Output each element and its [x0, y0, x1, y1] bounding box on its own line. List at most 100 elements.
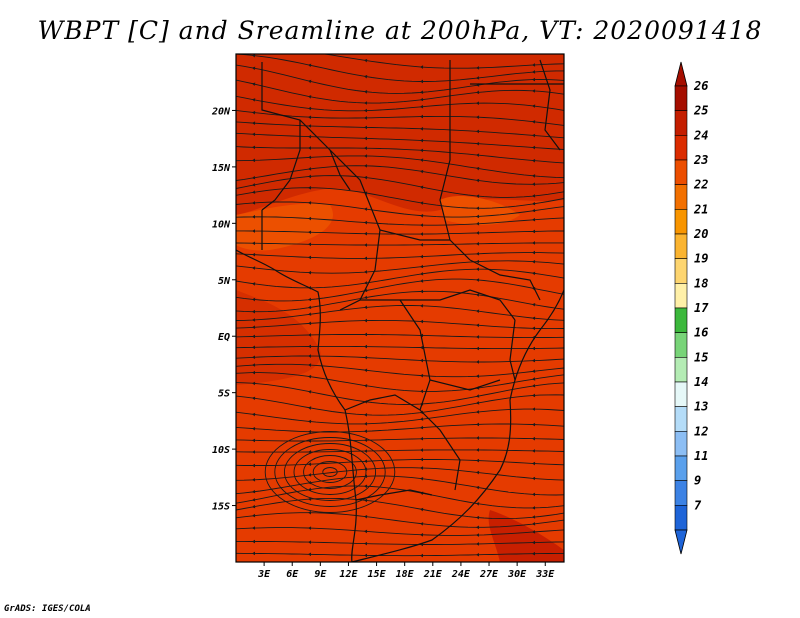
streamline: [236, 230, 564, 235]
map-title: WBPT [C] and Sreamline at 200hPa, VT: 20…: [37, 16, 763, 45]
colorbar-swatch: [674, 135, 688, 161]
stream-arrow: [364, 368, 368, 373]
stream-arrow: [308, 552, 312, 557]
stream-arrow: [364, 256, 368, 261]
country-borders: [236, 59, 564, 562]
stream-arrow: [252, 345, 256, 350]
stream-arrow: [476, 401, 480, 405]
lon-tick-label: 3E: [257, 569, 271, 580]
stream-arrow: [420, 304, 424, 308]
stream-arrow: [308, 79, 312, 84]
stream-arrow: [308, 167, 312, 171]
stream-arrow: [308, 305, 312, 310]
stream-arrow: [476, 214, 480, 219]
streamline: [236, 146, 564, 164]
stream-arrow: [364, 529, 368, 534]
colorbar-label: 19: [694, 252, 708, 266]
lat-tick-label: 10N: [212, 219, 231, 230]
lon-tick-label: 33E: [535, 569, 555, 580]
stream-arrow: [252, 121, 256, 125]
colorbar-label: 24: [693, 128, 708, 142]
streamline: [236, 252, 564, 259]
stream-arrow: [252, 551, 256, 556]
colorbar-label: 7: [694, 498, 702, 512]
stream-arrow: [308, 146, 312, 150]
stream-arrow: [420, 466, 424, 470]
vortex-streamline: [322, 467, 338, 477]
stream-arrow: [476, 458, 480, 463]
stream-arrow: [364, 413, 368, 417]
colorbar-swatch: [674, 455, 688, 481]
colorbar-swatch: [674, 505, 688, 531]
streamline: [236, 527, 564, 536]
lat-tick-label: 5S: [218, 389, 230, 400]
stream-arrow: [364, 438, 368, 442]
streamline: [236, 54, 564, 82]
stream-arrow: [532, 89, 536, 93]
stream-arrow: [364, 74, 368, 79]
lon-tick-label: 21E: [423, 569, 443, 580]
colorbar-label: 22: [693, 178, 708, 192]
stream-arrow: [532, 407, 536, 411]
stream-arrow: [476, 221, 480, 226]
stream-arrow: [308, 462, 312, 466]
streamline: [236, 268, 564, 289]
stream-arrow: [364, 467, 368, 471]
stream-arrow: [308, 374, 312, 379]
stream-arrow: [420, 271, 424, 276]
stream-arrow: [308, 480, 312, 485]
stream-arrow: [476, 533, 480, 537]
stream-arrow: [532, 393, 536, 398]
colorbar-label: 16: [694, 326, 708, 340]
stream-arrow: [252, 241, 256, 246]
stream-arrow: [252, 132, 256, 137]
colorbar-swatch: [674, 406, 688, 432]
stream-arrow: [532, 70, 536, 74]
stream-arrow: [364, 295, 368, 300]
stream-arrow: [308, 174, 312, 179]
stream-arrow: [308, 95, 312, 99]
colorbar-swatch: [674, 480, 688, 506]
stream-arrow: [476, 346, 480, 351]
colorbar-label: 11: [694, 449, 708, 463]
stream-arrow: [252, 539, 256, 544]
stream-arrow: [532, 540, 536, 545]
stream-arrow: [420, 213, 424, 218]
stream-arrow: [364, 449, 368, 453]
lon-tick-label: 18E: [396, 569, 415, 580]
stream-arrow: [364, 514, 368, 519]
stream-arrow: [532, 506, 536, 510]
stream-arrow: [532, 515, 536, 519]
stream-arrow: [476, 194, 480, 198]
stream-arrow: [364, 116, 368, 120]
stream-arrow: [308, 230, 312, 235]
stream-arrow: [532, 241, 536, 245]
colorbar-swatch: [674, 233, 688, 259]
stream-arrow: [364, 108, 368, 113]
stream-arrow: [532, 145, 536, 150]
colorbar-swatch: [674, 110, 688, 136]
stream-arrow: [476, 515, 480, 520]
stream-arrow: [364, 344, 368, 349]
grads-credit: GrADS: IGES/COLA: [4, 604, 91, 614]
streamline: [236, 260, 564, 274]
stream-arrow: [476, 267, 480, 271]
warm-region-southeast: [488, 510, 564, 562]
stream-arrow: [476, 129, 480, 134]
stream-arrow: [364, 231, 368, 236]
stream-arrow: [308, 216, 312, 221]
stream-arrow: [364, 459, 368, 464]
colorbar-swatch: [674, 184, 688, 210]
colorbar-swatch: [674, 357, 688, 383]
stream-arrow: [476, 178, 480, 183]
colorbar-swatch: [674, 332, 688, 358]
streamline: [236, 155, 564, 179]
stream-arrow: [308, 406, 312, 410]
stream-arrow: [308, 333, 312, 337]
stream-arrow: [476, 231, 480, 235]
stream-arrow: [420, 553, 424, 558]
stream-arrow: [420, 243, 424, 247]
streamline: [236, 512, 564, 528]
colorbar-swatch: [674, 258, 688, 284]
